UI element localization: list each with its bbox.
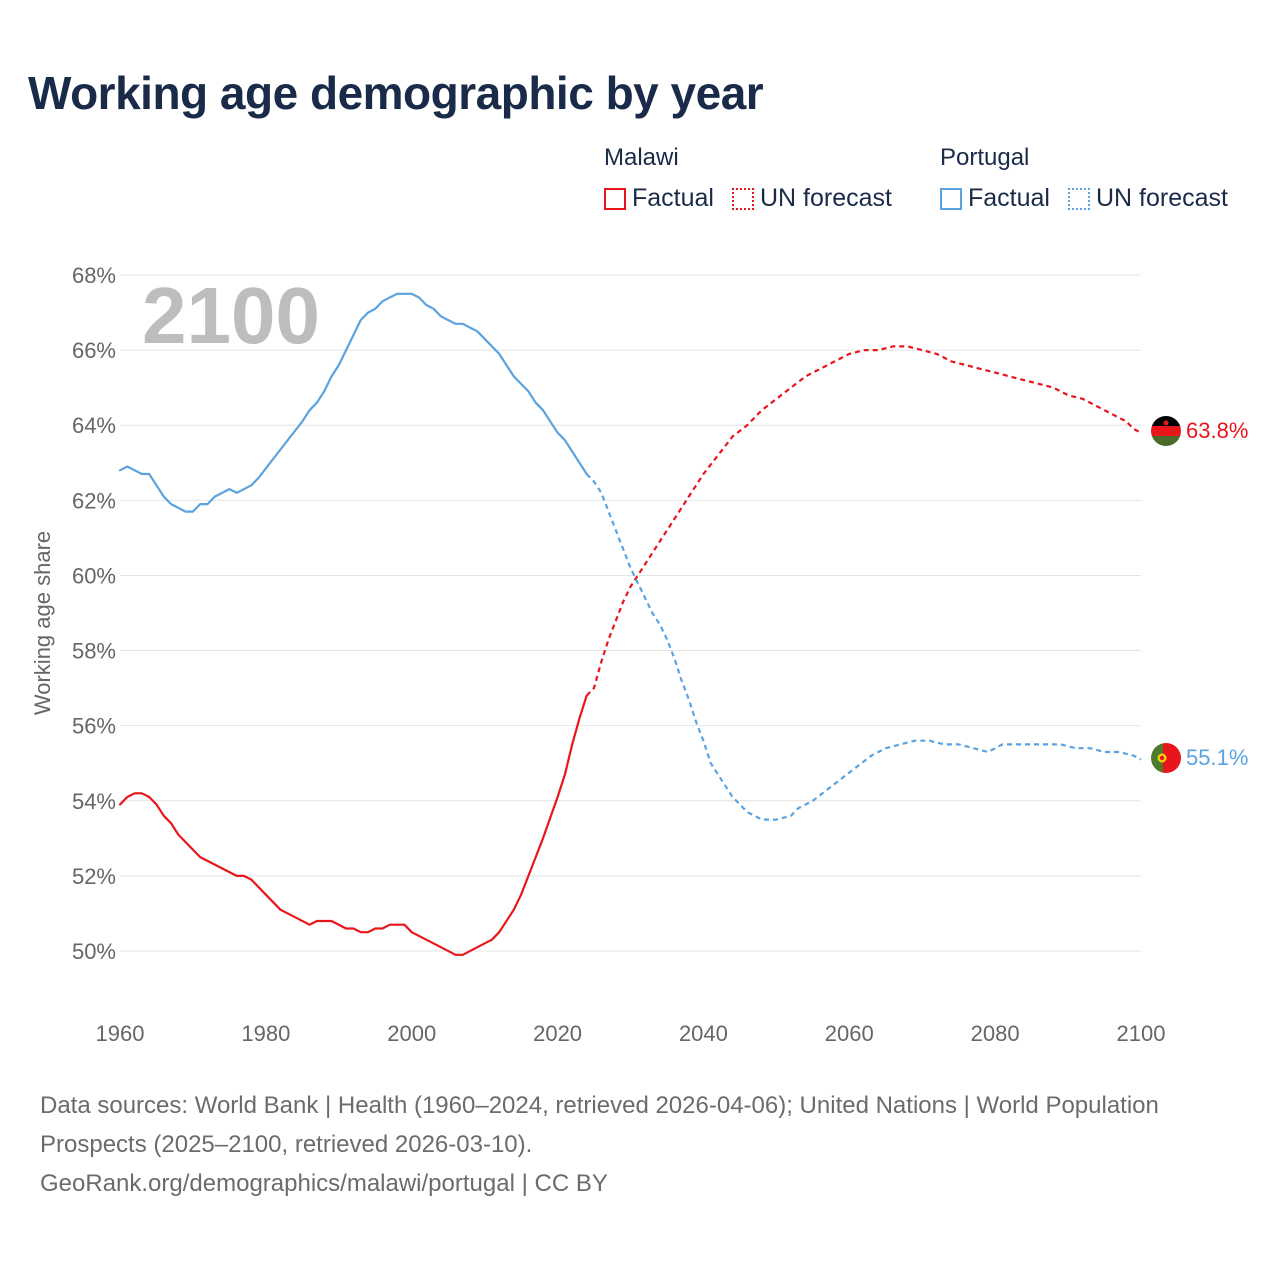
y-tick-label: 68% [72, 263, 116, 288]
malawi-forecast-line [585, 345, 1142, 697]
legend-portugal-name: Portugal [940, 144, 1030, 171]
year-watermark: 2100 [142, 271, 320, 360]
portugal-end-label: 55.1% [1186, 745, 1248, 770]
y-tick-label: 50% [72, 939, 116, 964]
x-tick-label: 2100 [1117, 1021, 1166, 1046]
line-chart: 2100 50% 52% 54% 56% 58% 60% 62% 64% 66% 68% 1960… [30, 263, 1248, 1046]
legend-portugal: Portugal Factual UN forecast [940, 144, 1228, 213]
y-tick-label: 58% [72, 639, 116, 664]
footer: Data sources: World Bank | Health (1960–… [40, 1086, 1240, 1203]
y-tick-label: 66% [72, 338, 116, 363]
portugal-forecast-line [585, 473, 1142, 821]
y-axis-label: Working age share [30, 531, 55, 715]
malawi-factual-line [118, 694, 588, 956]
legend-malawi-forecast[interactable]: UN forecast [731, 184, 892, 213]
portugal-factual-line [118, 292, 588, 513]
portugal-flag-icon [1151, 743, 1181, 773]
legend-malawi: Malawi Factual UN forecast [604, 144, 892, 213]
y-tick-label: 60% [72, 563, 116, 588]
legend-portugal-forecast[interactable]: UN forecast [1067, 184, 1228, 213]
y-tick-label: 54% [72, 789, 116, 814]
legend-portugal-factual-label: Factual [968, 184, 1050, 212]
legend-malawi-factual-label: Factual [632, 184, 714, 212]
chart-title: Working age demographic by year [28, 67, 764, 119]
x-tick-label: 1960 [96, 1021, 145, 1046]
credit-link[interactable]: GeoRank.org/demographics/malawi/portugal… [40, 1170, 608, 1197]
x-tick-label: 2020 [533, 1021, 582, 1046]
legend-swatch-dotted-blue [1067, 187, 1090, 210]
legend-portugal-factual[interactable]: Factual [940, 184, 1050, 213]
x-tick-label: 2080 [971, 1021, 1020, 1046]
y-tick-label: 64% [72, 413, 116, 438]
x-tick-label: 2060 [825, 1021, 874, 1046]
malawi-flag-icon [1151, 416, 1181, 446]
legend-swatch-dotted-red [731, 187, 754, 210]
legend-malawi-name: Malawi [604, 144, 679, 171]
y-tick-label: 52% [72, 864, 116, 889]
malawi-end-label: 63.8% [1186, 418, 1248, 443]
x-tick-label: 2040 [679, 1021, 728, 1046]
legend-malawi-factual[interactable]: Factual [604, 184, 714, 213]
x-tick-label: 1980 [241, 1021, 290, 1046]
data-sources: Data sources: World Bank | Health (1960–… [40, 1092, 1159, 1158]
x-tick-label: 2000 [387, 1021, 436, 1046]
y-tick-label: 56% [72, 714, 116, 739]
legend-portugal-forecast-label: UN forecast [1095, 184, 1228, 212]
legend-swatch-solid-blue [940, 187, 962, 210]
y-tick-label: 62% [72, 488, 116, 513]
legend-swatch-solid-red [604, 187, 626, 210]
legend-malawi-forecast-label: UN forecast [759, 184, 892, 212]
